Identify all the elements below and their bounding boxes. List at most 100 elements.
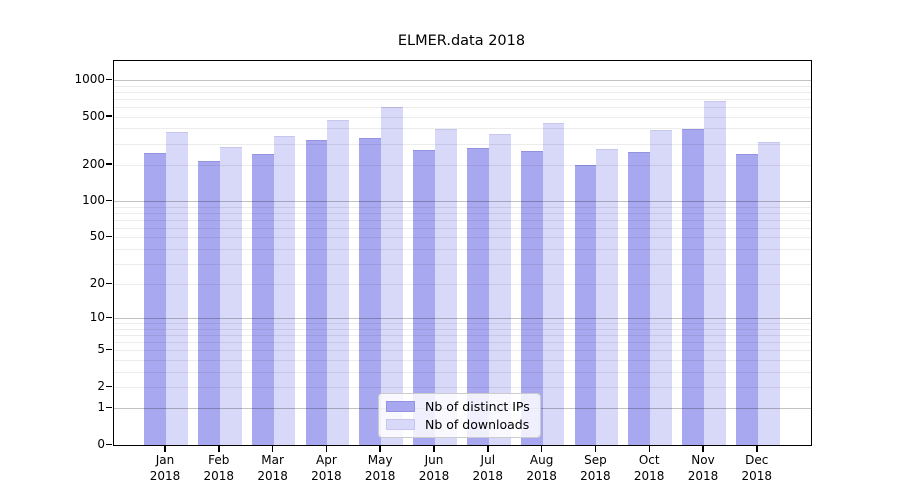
x-tick-month: Jun: [424, 453, 444, 467]
gridline-minor: [114, 212, 811, 214]
y-tick-label: 500: [82, 108, 105, 123]
y-tick-label: 0: [97, 437, 105, 451]
bar-distinct-ips-aug: [520, 150, 543, 445]
gridline-minor: [114, 219, 811, 221]
x-tick-year: 2018: [633, 468, 665, 483]
legend-label-downloads: Nb of downloads: [425, 417, 530, 432]
y-tick-label: 5: [97, 342, 105, 357]
x-tick-label-sep: Sep 2018: [560, 453, 630, 484]
gridline-minor: [114, 91, 811, 93]
x-tick-mark: [756, 445, 758, 452]
x-tick-year: 2018: [580, 468, 611, 483]
x-tick-mark: [487, 445, 489, 452]
bar-downloads-nov: [704, 100, 726, 445]
gridline-minor: [114, 335, 811, 337]
x-tick-month: Apr: [316, 453, 337, 467]
bar-downloads-aug: [542, 123, 565, 445]
gridline-minor: [114, 164, 811, 166]
y-tick-label: 200: [82, 156, 105, 171]
gridline-minor: [114, 284, 811, 286]
bar-distinct-ips-jun: [413, 149, 435, 445]
gridline-minor: [114, 143, 811, 145]
x-tick-year: 2018: [364, 468, 396, 483]
x-tick-month: May: [367, 453, 393, 467]
y-tick-mark: [106, 282, 112, 285]
legend-swatch-distinct-ips: [386, 401, 415, 412]
x-tick-year: 2018: [526, 468, 557, 483]
bar-downloads-jan: [166, 131, 188, 445]
legend-item-downloads: Nb of downloads: [386, 417, 530, 432]
gridline-minor: [114, 237, 811, 239]
gridline-minor: [114, 342, 811, 344]
x-tick-year: 2018: [687, 468, 719, 483]
x-tick-year: 2018: [741, 468, 773, 483]
x-tick-mark: [164, 445, 166, 452]
gridline-minor: [114, 116, 811, 118]
x-tick-label-feb: Feb 2018: [184, 453, 254, 484]
x-tick-year: 2018: [418, 468, 450, 483]
bar-downloads-sep: [596, 148, 619, 445]
bar-downloads-jun: [435, 129, 457, 445]
x-tick-mark: [325, 445, 328, 452]
y-tick-label: 2: [97, 379, 105, 393]
bar-distinct-ips-dec: [736, 153, 758, 445]
gridline-minor: [114, 328, 811, 330]
chart-title: ELMER.data 2018: [397, 33, 526, 49]
x-tick-month: Aug: [529, 453, 554, 467]
gridline-minor: [114, 387, 811, 388]
gridline-major: [114, 318, 811, 320]
y-tick-label: 1000: [74, 72, 105, 87]
legend: Nb of distinct IPs Nb of downloads: [378, 393, 541, 438]
bar-distinct-ips-mar: [251, 153, 274, 445]
x-tick-mark: [218, 445, 220, 452]
legend-label-distinct-ips: Nb of distinct IPs: [425, 399, 530, 414]
x-tick-month: Mar: [261, 453, 284, 467]
x-tick-label-oct: Oct 2018: [614, 453, 684, 484]
x-tick-label-jul: Jul 2018: [453, 453, 523, 484]
y-tick-mark: [106, 199, 112, 202]
y-tick-label: 1: [97, 400, 105, 415]
x-tick-month: Nov: [691, 453, 715, 467]
x-tick-mark: [379, 445, 381, 452]
x-tick-month: Oct: [638, 453, 660, 467]
gridline-minor: [114, 360, 811, 361]
bar-distinct-ips-jan: [144, 153, 166, 445]
y-tick-mark: [106, 406, 112, 409]
y-tick-mark: [106, 385, 112, 387]
gridline-major: [114, 80, 811, 82]
y-tick-label: 100: [82, 193, 105, 208]
x-tick-month: Jan: [155, 453, 175, 467]
gridline-minor: [114, 248, 811, 250]
x-tick-year: 2018: [257, 468, 288, 483]
bar-distinct-ips-feb: [198, 160, 220, 445]
legend-swatch-downloads: [386, 419, 415, 430]
x-tick-month: Feb: [208, 453, 230, 467]
y-tick-mark: [106, 163, 112, 165]
x-tick-month: Sep: [584, 453, 607, 467]
x-tick-mark: [648, 445, 650, 452]
gridline-minor: [114, 323, 811, 325]
x-tick-mark: [702, 445, 704, 452]
x-tick-label-jun: Jun 2018: [399, 453, 469, 484]
y-tick-mark: [106, 235, 112, 238]
y-tick-label: 20: [89, 276, 105, 291]
x-tick-year: 2018: [311, 468, 342, 483]
x-tick-mark: [433, 445, 435, 452]
bar-distinct-ips-nov: [682, 129, 704, 445]
bar-downloads-apr: [327, 120, 350, 445]
plot-area: [113, 60, 812, 446]
bar-distinct-ips-may: [359, 138, 382, 445]
bar-downloads-jul: [488, 134, 511, 445]
x-tick-month: Dec: [745, 453, 769, 467]
x-tick-label-dec: Dec 2018: [722, 453, 792, 484]
x-tick-label-jan: Jan 2018: [130, 453, 200, 484]
x-tick-year: 2018: [472, 468, 504, 483]
x-tick-year: 2018: [149, 468, 181, 483]
gridline-minor: [114, 128, 811, 130]
gridline-minor: [114, 263, 811, 265]
bar-downloads-mar: [273, 135, 296, 445]
bar-distinct-ips-apr: [305, 140, 328, 445]
x-tick-label-may: May 2018: [345, 453, 415, 484]
x-tick-year: 2018: [203, 468, 235, 483]
